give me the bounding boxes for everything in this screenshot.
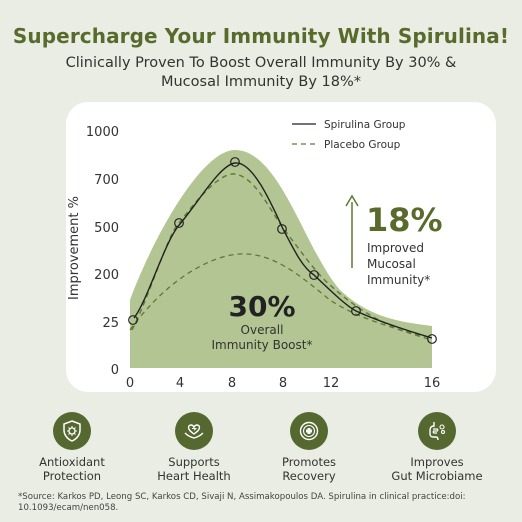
subheadline-line-2: Mucosal Immunity By 18%* bbox=[160, 74, 362, 90]
mucosal-immunity-value: 18% bbox=[366, 201, 443, 239]
heart-hands-icon bbox=[175, 412, 213, 450]
y-tick-label: 0 bbox=[111, 363, 119, 378]
overall-immunity-label-1: Overall bbox=[241, 323, 284, 337]
subheadline-line-1: Clinically Proven To Boost Overall Immun… bbox=[65, 55, 457, 71]
y-tick-labels: 1000 700 500 200 25 0 bbox=[86, 125, 119, 378]
benefit-label: Promotes Recovery bbox=[281, 455, 337, 483]
x-tick-label: 4 bbox=[176, 376, 184, 391]
placebo-lower-curve bbox=[129, 253, 433, 339]
x-tick-label: 0 bbox=[126, 376, 134, 391]
overall-immunity-label-2: Immunity Boost* bbox=[212, 338, 313, 352]
benefits-row: Antioxidant Protection Supports Heart He… bbox=[0, 412, 522, 492]
benefit-heart-health: Supports Heart Health bbox=[134, 412, 254, 483]
benefit-label: Supports Heart Health bbox=[157, 455, 231, 483]
benefit-gut: Improves Gut Microbiame bbox=[377, 412, 497, 483]
mucosal-immunity-label-3: Immunity* bbox=[367, 273, 430, 287]
mucosal-immunity-label-2: Mucosal bbox=[367, 257, 416, 271]
benefit-antioxidant: Antioxidant Protection bbox=[12, 412, 132, 483]
data-point-marker bbox=[128, 315, 138, 325]
legend-placebo-label: Placebo Group bbox=[324, 139, 401, 151]
arrow-up-icon bbox=[345, 194, 359, 207]
x-tick-label: 16 bbox=[424, 376, 441, 391]
y-tick-label: 200 bbox=[94, 268, 119, 283]
source-citation: *Source: Karkos PD, Leong SC, Karkos CD,… bbox=[18, 492, 466, 513]
benefit-label: Antioxidant Protection bbox=[39, 455, 105, 483]
y-tick-label: 700 bbox=[94, 173, 119, 188]
x-tick-label: 8 bbox=[228, 376, 236, 391]
recovery-cross-icon bbox=[290, 412, 328, 450]
headline: Supercharge Your Immunity With Spirulina… bbox=[12, 24, 510, 48]
y-axis-label: Improvement % bbox=[67, 196, 82, 300]
gut-icon bbox=[418, 412, 456, 450]
y-tick-label: 500 bbox=[94, 221, 119, 236]
y-tick-label: 25 bbox=[102, 316, 119, 331]
shield-virus-icon bbox=[53, 412, 91, 450]
data-point-marker bbox=[230, 157, 240, 167]
benefit-recovery: Promotes Recovery bbox=[249, 412, 369, 483]
x-tick-label: 12 bbox=[323, 376, 340, 391]
data-point-marker bbox=[427, 334, 437, 344]
spirulina-group-line bbox=[133, 162, 433, 339]
data-point-marker bbox=[351, 306, 361, 316]
legend-spirulina-label: Spirulina Group bbox=[324, 119, 406, 131]
benefit-label: Improves Gut Microbiame bbox=[391, 455, 483, 483]
mucosal-immunity-label-1: Improved bbox=[367, 241, 424, 255]
data-point-marker bbox=[277, 224, 287, 234]
data-point-marker bbox=[309, 270, 319, 280]
data-point-marker bbox=[174, 218, 184, 228]
overall-immunity-value: 30% bbox=[228, 290, 295, 323]
subheadline: Clinically Proven To Boost Overall Immun… bbox=[0, 54, 522, 92]
immunity-area-fill bbox=[130, 150, 432, 368]
x-tick-label: 8 bbox=[279, 376, 287, 391]
x-tick-labels: 0 4 8 8 12 16 bbox=[126, 376, 440, 391]
y-tick-label: 1000 bbox=[86, 125, 119, 140]
spirulina-markers bbox=[128, 157, 437, 344]
